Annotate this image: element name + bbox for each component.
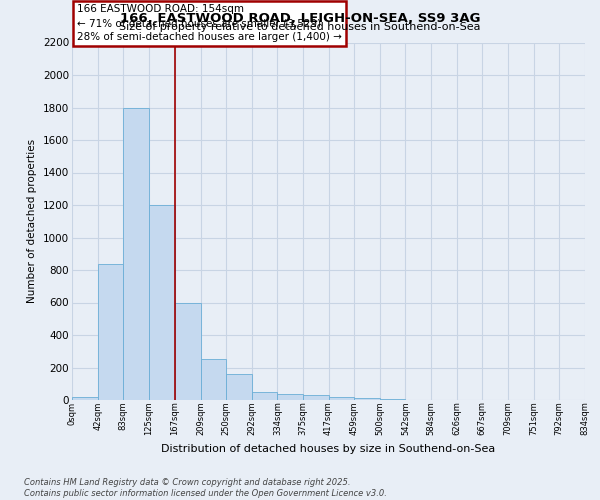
X-axis label: Distribution of detached houses by size in Southend-on-Sea: Distribution of detached houses by size … [161, 444, 496, 454]
Text: 166 EASTWOOD ROAD: 154sqm
← 71% of detached houses are smaller (3,529)
28% of se: 166 EASTWOOD ROAD: 154sqm ← 71% of detac… [77, 4, 342, 43]
Bar [380, 399, 406, 400]
Bar [277, 394, 302, 400]
Bar [175, 302, 200, 400]
Bar [72, 397, 98, 400]
Bar [226, 374, 251, 400]
Bar [98, 264, 123, 400]
Text: 166, EASTWOOD ROAD, LEIGH-ON-SEA, SS9 3AG: 166, EASTWOOD ROAD, LEIGH-ON-SEA, SS9 3A… [120, 12, 480, 26]
Text: Contains HM Land Registry data © Crown copyright and database right 2025.
Contai: Contains HM Land Registry data © Crown c… [24, 478, 387, 498]
Bar [123, 108, 149, 400]
Bar [200, 360, 226, 400]
Text: Size of property relative to detached houses in Southend-on-Sea: Size of property relative to detached ho… [119, 22, 481, 32]
Bar [329, 397, 355, 400]
Bar [302, 395, 329, 400]
Bar [251, 392, 277, 400]
Bar [355, 398, 380, 400]
Y-axis label: Number of detached properties: Number of detached properties [28, 139, 37, 304]
Bar [149, 205, 175, 400]
